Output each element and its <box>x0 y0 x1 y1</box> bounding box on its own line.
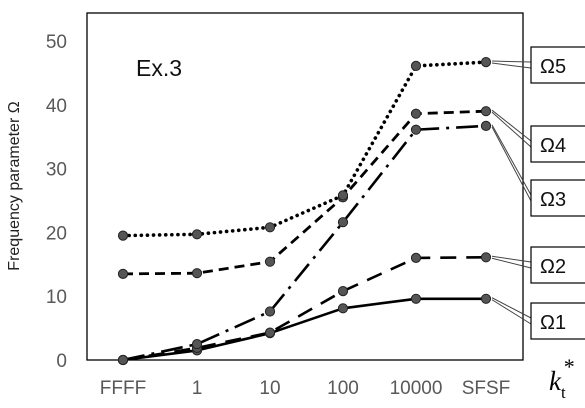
y-axis-label: Frequency parameter Ω <box>6 101 23 270</box>
legend-entry-label: Ω2 <box>540 256 566 278</box>
legend: Ω5 Ω4 Ω3 Ω2 Ω1 <box>491 46 585 340</box>
y-tick-labels: 0 10 20 30 40 50 <box>46 32 67 372</box>
series-group <box>121 60 488 362</box>
legend-entry-label: Ω4 <box>540 135 566 157</box>
legend-leader-line <box>491 299 532 325</box>
legend-leader-line <box>491 109 532 142</box>
x-axis-label-superscript: * <box>564 354 575 379</box>
legend-box <box>530 179 585 217</box>
y-tick-label: 20 <box>46 223 67 244</box>
y-tick-label: 10 <box>46 287 67 308</box>
x-tick-label: 1 <box>192 378 203 399</box>
legend-box <box>530 46 585 84</box>
data-point <box>191 268 203 279</box>
x-axis-label-subscript: t <box>561 383 566 402</box>
data-point <box>117 354 129 366</box>
legend-entry-label: Ω3 <box>540 189 566 211</box>
data-point <box>410 252 422 263</box>
data-point <box>337 217 349 228</box>
legend-leader-line <box>491 111 532 148</box>
x-tick-label: FFFF <box>100 378 146 399</box>
y-tick-label: 40 <box>46 96 67 117</box>
legend-leader-line <box>491 257 532 269</box>
legend-leader-line <box>491 255 532 263</box>
legend-leader-line <box>491 126 532 202</box>
data-point <box>480 106 492 117</box>
data-point <box>264 256 276 267</box>
data-point <box>410 124 422 135</box>
y-tick-label: 50 <box>46 32 67 53</box>
x-tick-labels: FFFF 1 10 100 10000 SFSF <box>100 378 511 399</box>
data-point <box>191 229 203 240</box>
chart-annotation: Ex.3 <box>136 55 182 81</box>
legend-entry-label: Ω5 <box>540 56 566 78</box>
data-point <box>480 293 492 304</box>
legend-entry-label: Ω1 <box>540 312 566 334</box>
data-point <box>410 293 422 304</box>
data-point <box>191 339 203 350</box>
data-point <box>337 190 349 201</box>
legend-box <box>530 246 585 284</box>
legend-leader-line <box>491 62 532 69</box>
x-tick-label: 10 <box>259 378 280 399</box>
data-point <box>480 252 492 263</box>
data-point <box>480 120 492 132</box>
data-point <box>264 306 276 317</box>
data-point <box>410 108 422 119</box>
x-tick-label: SFSF <box>462 378 511 399</box>
legend-box <box>530 125 585 163</box>
series-line-Ω3 <box>122 124 487 362</box>
y-tick-label: 0 <box>56 351 67 372</box>
legend-leader-line <box>491 60 532 63</box>
data-point <box>264 327 276 338</box>
data-point <box>480 57 492 68</box>
y-tick-label: 30 <box>46 160 67 181</box>
x-tick-label: 10000 <box>390 378 443 399</box>
series-line-Ω2 <box>122 256 487 362</box>
x-tick-label: 100 <box>327 378 359 399</box>
data-point <box>337 286 349 297</box>
data-point <box>117 230 129 241</box>
data-point <box>337 303 349 314</box>
data-point <box>117 268 129 279</box>
x-axis-label: kt * <box>549 354 575 402</box>
data-point <box>264 222 276 233</box>
markers-group <box>117 57 492 366</box>
data-point <box>410 60 422 72</box>
x-axis-label-main: k <box>549 366 562 396</box>
series-line-Ω5 <box>121 60 488 238</box>
legend-leader-line <box>491 124 532 196</box>
series-line-Ω4 <box>122 109 487 276</box>
legend-leader-line <box>491 297 532 319</box>
series-line-Ω1 <box>122 297 486 362</box>
legend-box <box>530 302 585 340</box>
